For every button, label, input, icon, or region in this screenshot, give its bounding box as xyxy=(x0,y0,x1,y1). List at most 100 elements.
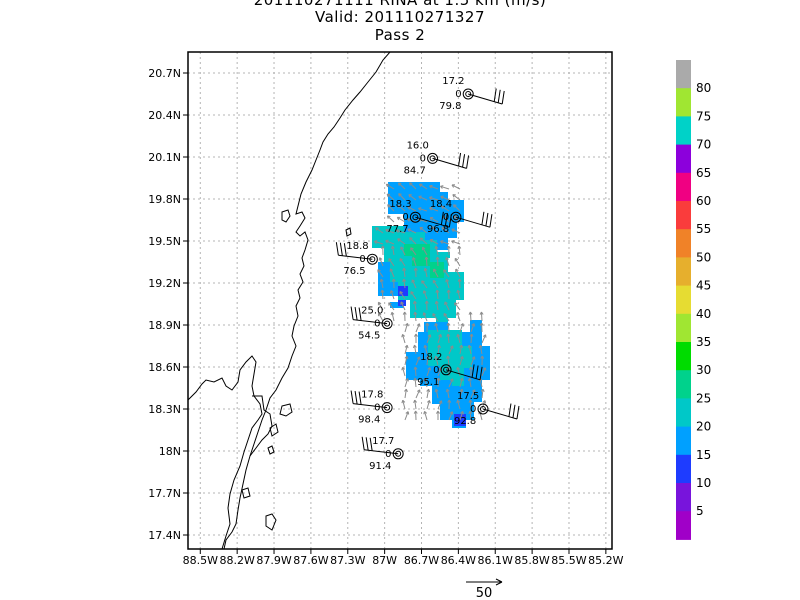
colorbar-segment xyxy=(676,483,691,512)
wind-vector-arrow xyxy=(422,312,428,322)
wind-vector-arrow xyxy=(469,333,474,344)
colorbar-label: 65 xyxy=(696,166,711,180)
reference-vector: 50 xyxy=(466,578,503,600)
wind-vector-arrow xyxy=(459,323,465,333)
colorbar-label: 80 xyxy=(696,81,711,95)
island-small-5 xyxy=(267,445,275,455)
wind-vector-arrow xyxy=(431,226,439,234)
wind-vector-arrow xyxy=(398,193,406,201)
wind-vector-arrow xyxy=(434,388,439,399)
wind-vector-arrow xyxy=(432,279,439,289)
wind-vector-arrow xyxy=(388,302,395,311)
wind-vector-arrow xyxy=(390,245,395,256)
wind-vector-arrow xyxy=(404,411,410,421)
colorbar: 5 10 15 20 25 30 35 40 45 50 55 60 65 70 75 80 xyxy=(676,60,711,540)
wind-vector-arrow xyxy=(374,240,384,245)
wind-vector-arrow xyxy=(409,237,417,245)
wind-vector-arrow xyxy=(404,322,409,333)
wind-vector-arrow xyxy=(411,279,417,289)
colorbar-segment xyxy=(676,426,691,456)
wind-vector-arrow xyxy=(415,356,421,366)
wind-vector-arrow xyxy=(404,344,409,355)
wind-vector-arrow xyxy=(425,322,430,333)
wind-vector-arrow xyxy=(413,267,418,278)
wind-vector-arrow xyxy=(447,399,452,410)
station-circle-icon xyxy=(381,402,393,414)
colorbar-segment xyxy=(676,257,691,287)
lat-tick-label: 17.4N xyxy=(148,529,181,542)
colorbar-segment xyxy=(676,116,691,146)
wind-vector-arrow xyxy=(380,289,385,300)
colorbar-segment xyxy=(676,285,691,315)
station-speed: 16.0 xyxy=(407,140,429,151)
shading-blue-patch-1 xyxy=(398,286,408,296)
wind-vector-arrow xyxy=(454,302,461,311)
station-zero: 0 xyxy=(420,153,426,164)
wind-vector-arrow xyxy=(437,344,441,355)
wind-vector-arrow xyxy=(456,399,461,410)
wind-vector-arrow xyxy=(456,333,461,344)
colorbar-label: 55 xyxy=(696,222,711,236)
wind-vector-arrow xyxy=(423,344,428,355)
wind-vector-arrow xyxy=(480,355,485,366)
lon-tick-label: 87W xyxy=(372,554,397,567)
wind-vector-arrow xyxy=(441,226,450,234)
wind-vector-arrow xyxy=(457,278,462,289)
wind-vector-arrow xyxy=(454,257,461,267)
station-zero: 0 xyxy=(374,319,380,330)
wind-barb xyxy=(353,403,388,409)
wind-vector-arrow xyxy=(448,411,454,421)
wind-vector-arrow xyxy=(387,204,395,212)
station-pressure: 91.4 xyxy=(369,461,391,472)
station-speed: 17.5 xyxy=(457,391,479,402)
wind-vector-arrow xyxy=(412,257,417,267)
station-speed: 17.2 xyxy=(442,76,464,87)
wind-vector-arrow xyxy=(399,291,406,300)
station-zero: 0 xyxy=(470,404,476,415)
wind-vector-arrow xyxy=(468,410,473,421)
wind-vector-arrow xyxy=(414,333,418,344)
station-zero: 0 xyxy=(385,449,391,460)
wind-vector-arrow xyxy=(451,239,461,245)
observation-station: 17.7 091.4 xyxy=(361,436,404,472)
station-circle-icon xyxy=(462,88,474,100)
observation-station: 17.5 092.8 xyxy=(454,391,520,427)
wind-vector-arrow xyxy=(423,410,428,421)
wind-barb xyxy=(445,369,481,381)
wind-vector-arrow xyxy=(418,195,428,201)
wind-vector-arrow xyxy=(446,245,451,256)
wind-vector-arrow xyxy=(452,194,461,201)
wind-vector-arrow xyxy=(457,245,462,256)
station-zero: 0 xyxy=(402,212,408,223)
station-circle-icon xyxy=(409,211,421,223)
wind-vector-arrow xyxy=(436,377,441,388)
wind-vector-arrow xyxy=(424,300,429,311)
station-zero: 0 xyxy=(359,254,365,265)
wind-vector-arrow xyxy=(443,312,450,322)
colorbar-segment xyxy=(676,144,691,174)
shading-gap-1 xyxy=(448,258,458,272)
station-circle-icon xyxy=(440,364,452,376)
wind-vector-arrow xyxy=(425,355,430,366)
colorbar-label: 75 xyxy=(696,109,711,123)
wind-vector-arrow xyxy=(377,301,384,311)
wind-vector-arrow xyxy=(429,184,439,190)
lat-tick-label: 19.2N xyxy=(148,277,181,290)
wind-vector-arrow xyxy=(456,312,461,322)
station-circle-icon xyxy=(477,403,489,415)
colorbar-segment xyxy=(676,88,691,117)
shading-region-north xyxy=(388,182,464,250)
wind-vector-arrow xyxy=(400,246,406,256)
wind-vector-arrow xyxy=(426,388,431,399)
wind-vector-arrow xyxy=(453,204,461,212)
wind-vector-arrow xyxy=(421,246,428,256)
wind-vectors xyxy=(374,182,487,421)
lat-tick-label: 18N xyxy=(159,445,181,458)
wind-vector-arrow xyxy=(400,301,406,311)
station-circle-icon xyxy=(392,448,404,460)
station-speed: 17.8 xyxy=(361,390,383,401)
lon-tick-label: 86.1W xyxy=(478,554,513,567)
wind-barb xyxy=(364,449,399,455)
wind-barb xyxy=(353,319,388,325)
